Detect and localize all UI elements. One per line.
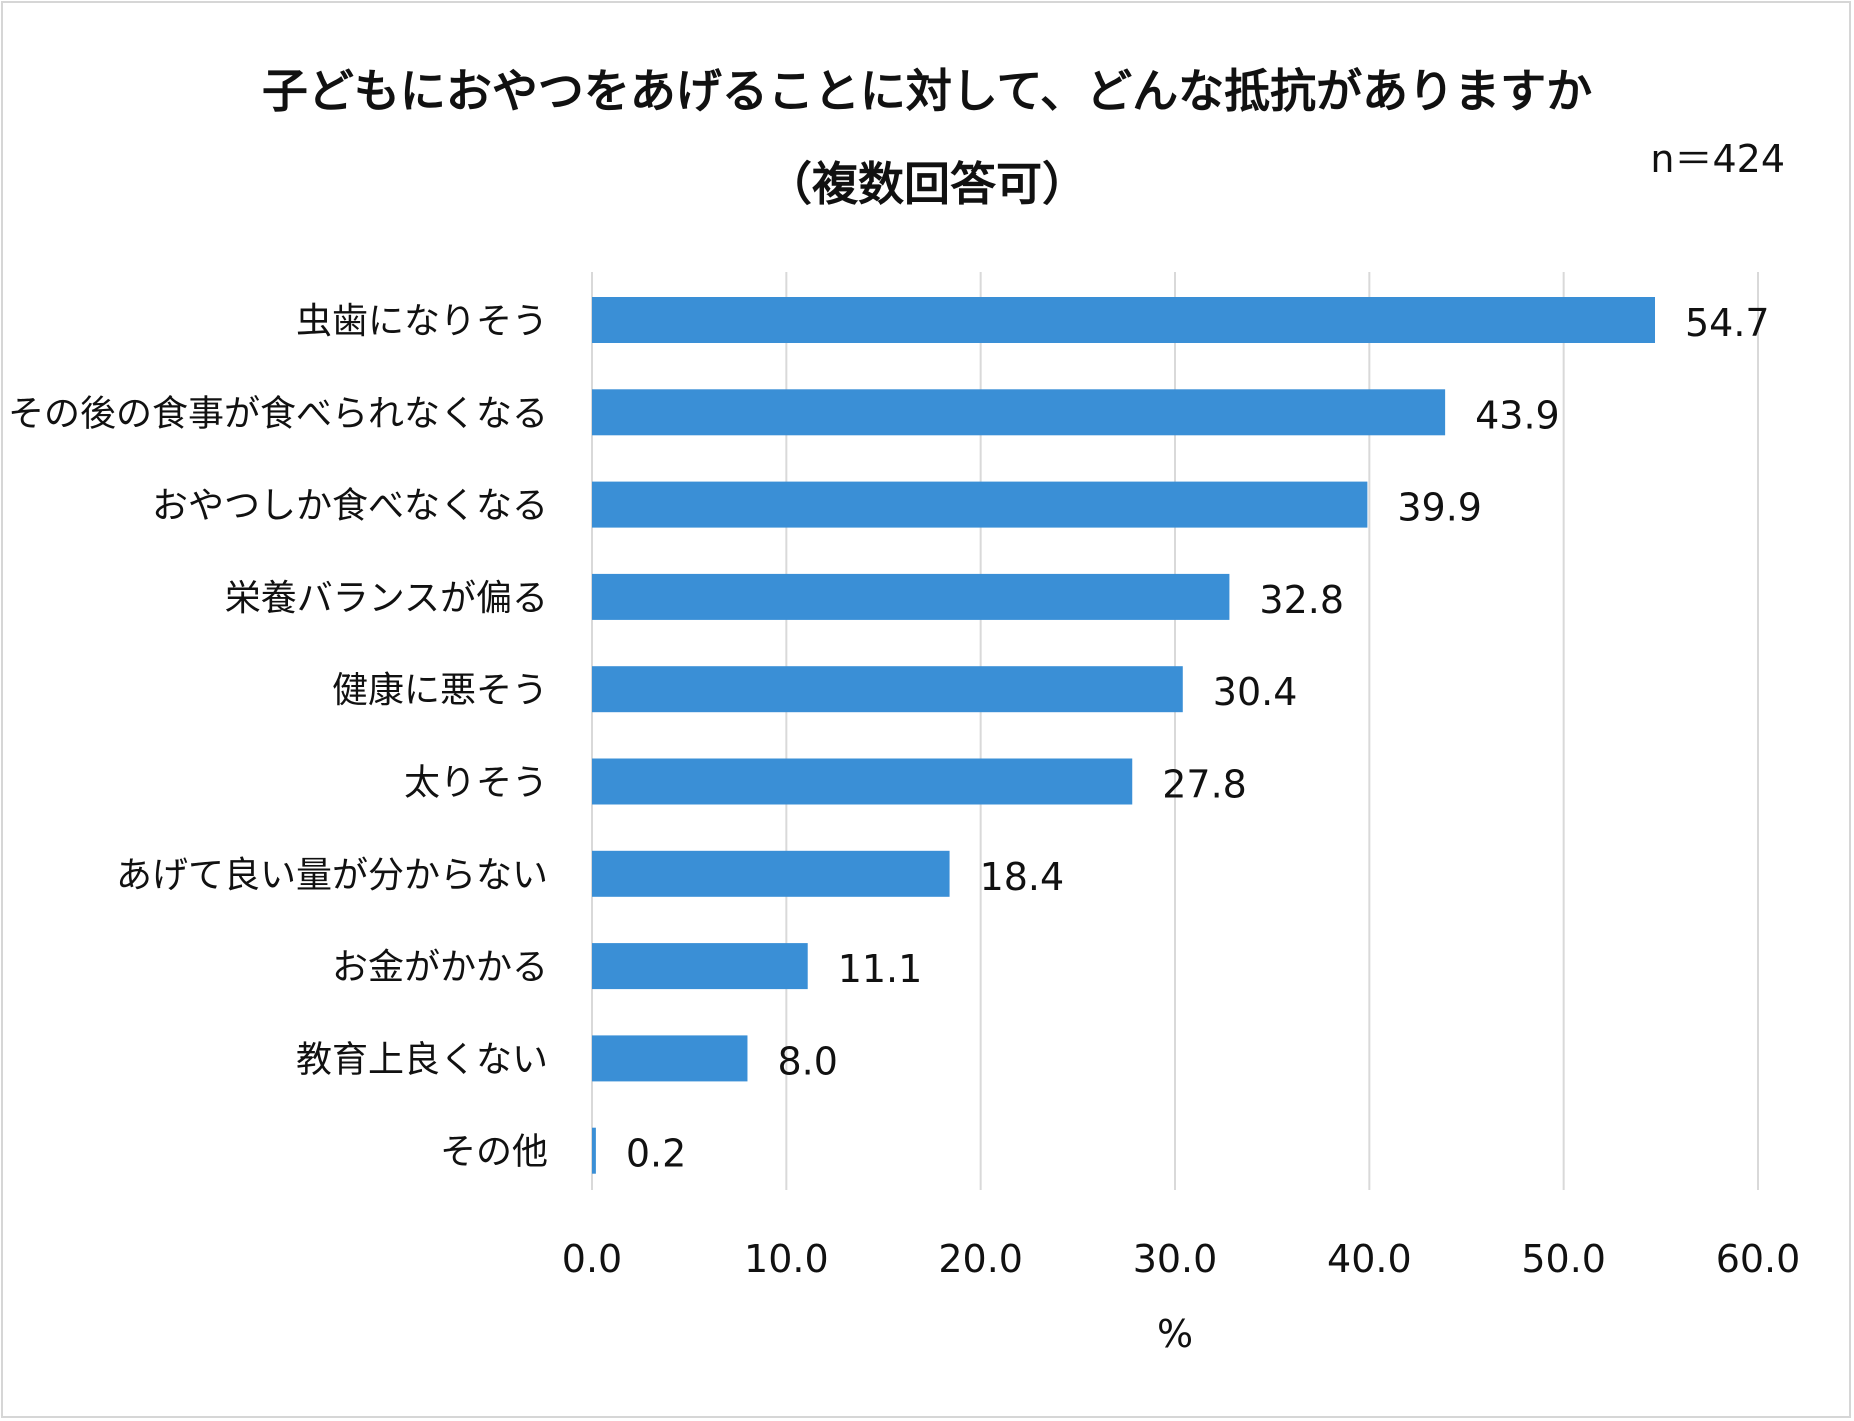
x-axis-title: %	[1157, 1312, 1193, 1356]
x-tick-label: 50.0	[1521, 1237, 1606, 1281]
labels: 0.0 10.0 20.0 30.0 40.0 50.0 60.0% 虫歯になりそう 54.7 そ…	[8, 301, 1800, 1356]
sample-size-label: n＝424	[1650, 137, 1785, 181]
data-label: 39.9	[1397, 486, 1482, 530]
bar	[592, 481, 1368, 528]
x-tick-label: 30.0	[1133, 1237, 1218, 1281]
x-tick-label: 40.0	[1327, 1237, 1412, 1281]
bar	[592, 297, 1656, 343]
data-label: 11.1	[838, 947, 923, 991]
category-label: その後の食事が食べられなくなる	[8, 393, 548, 434]
category-label: あげて良い量が分からない	[116, 855, 548, 896]
chart-title: 子どもにおやつをあげることに対して、どんな抵抗がありますか	[261, 64, 1593, 118]
data-label: 27.8	[1162, 763, 1247, 807]
category-label: 栄養バランスが偏る	[225, 578, 548, 619]
data-label: 30.4	[1213, 670, 1298, 714]
bar	[592, 758, 1133, 805]
category-label: その他	[440, 1132, 548, 1173]
chart-subtitle: （複数回答可）	[766, 157, 1088, 211]
bar	[592, 389, 1446, 436]
data-label: 32.8	[1259, 578, 1344, 622]
x-tick-label: 60.0	[1716, 1237, 1801, 1281]
data-label: 43.9	[1475, 393, 1560, 437]
bar	[592, 1127, 596, 1174]
category-label: 健康に悪そう	[332, 670, 548, 711]
category-label: 虫歯になりそう	[296, 301, 548, 342]
category-label: おやつしか食べなくなる	[152, 486, 548, 527]
category-label: 教育上良くない	[296, 1039, 548, 1080]
bar	[592, 573, 1230, 620]
data-label: 8.0	[777, 1039, 837, 1083]
x-tick-label: 10.0	[744, 1237, 829, 1281]
x-tick-label: 20.0	[938, 1237, 1023, 1281]
bar	[592, 943, 808, 990]
bar	[592, 1035, 748, 1082]
category-label: 太りそう	[404, 763, 548, 804]
bar	[592, 850, 950, 897]
bars	[592, 297, 1656, 1174]
data-label: 18.4	[980, 855, 1065, 899]
data-label: 0.2	[626, 1132, 686, 1176]
bar	[592, 666, 1183, 713]
x-tick-label: 0.0	[562, 1237, 622, 1281]
category-label: お金がかかる	[332, 947, 548, 988]
data-label: 54.7	[1685, 301, 1770, 345]
